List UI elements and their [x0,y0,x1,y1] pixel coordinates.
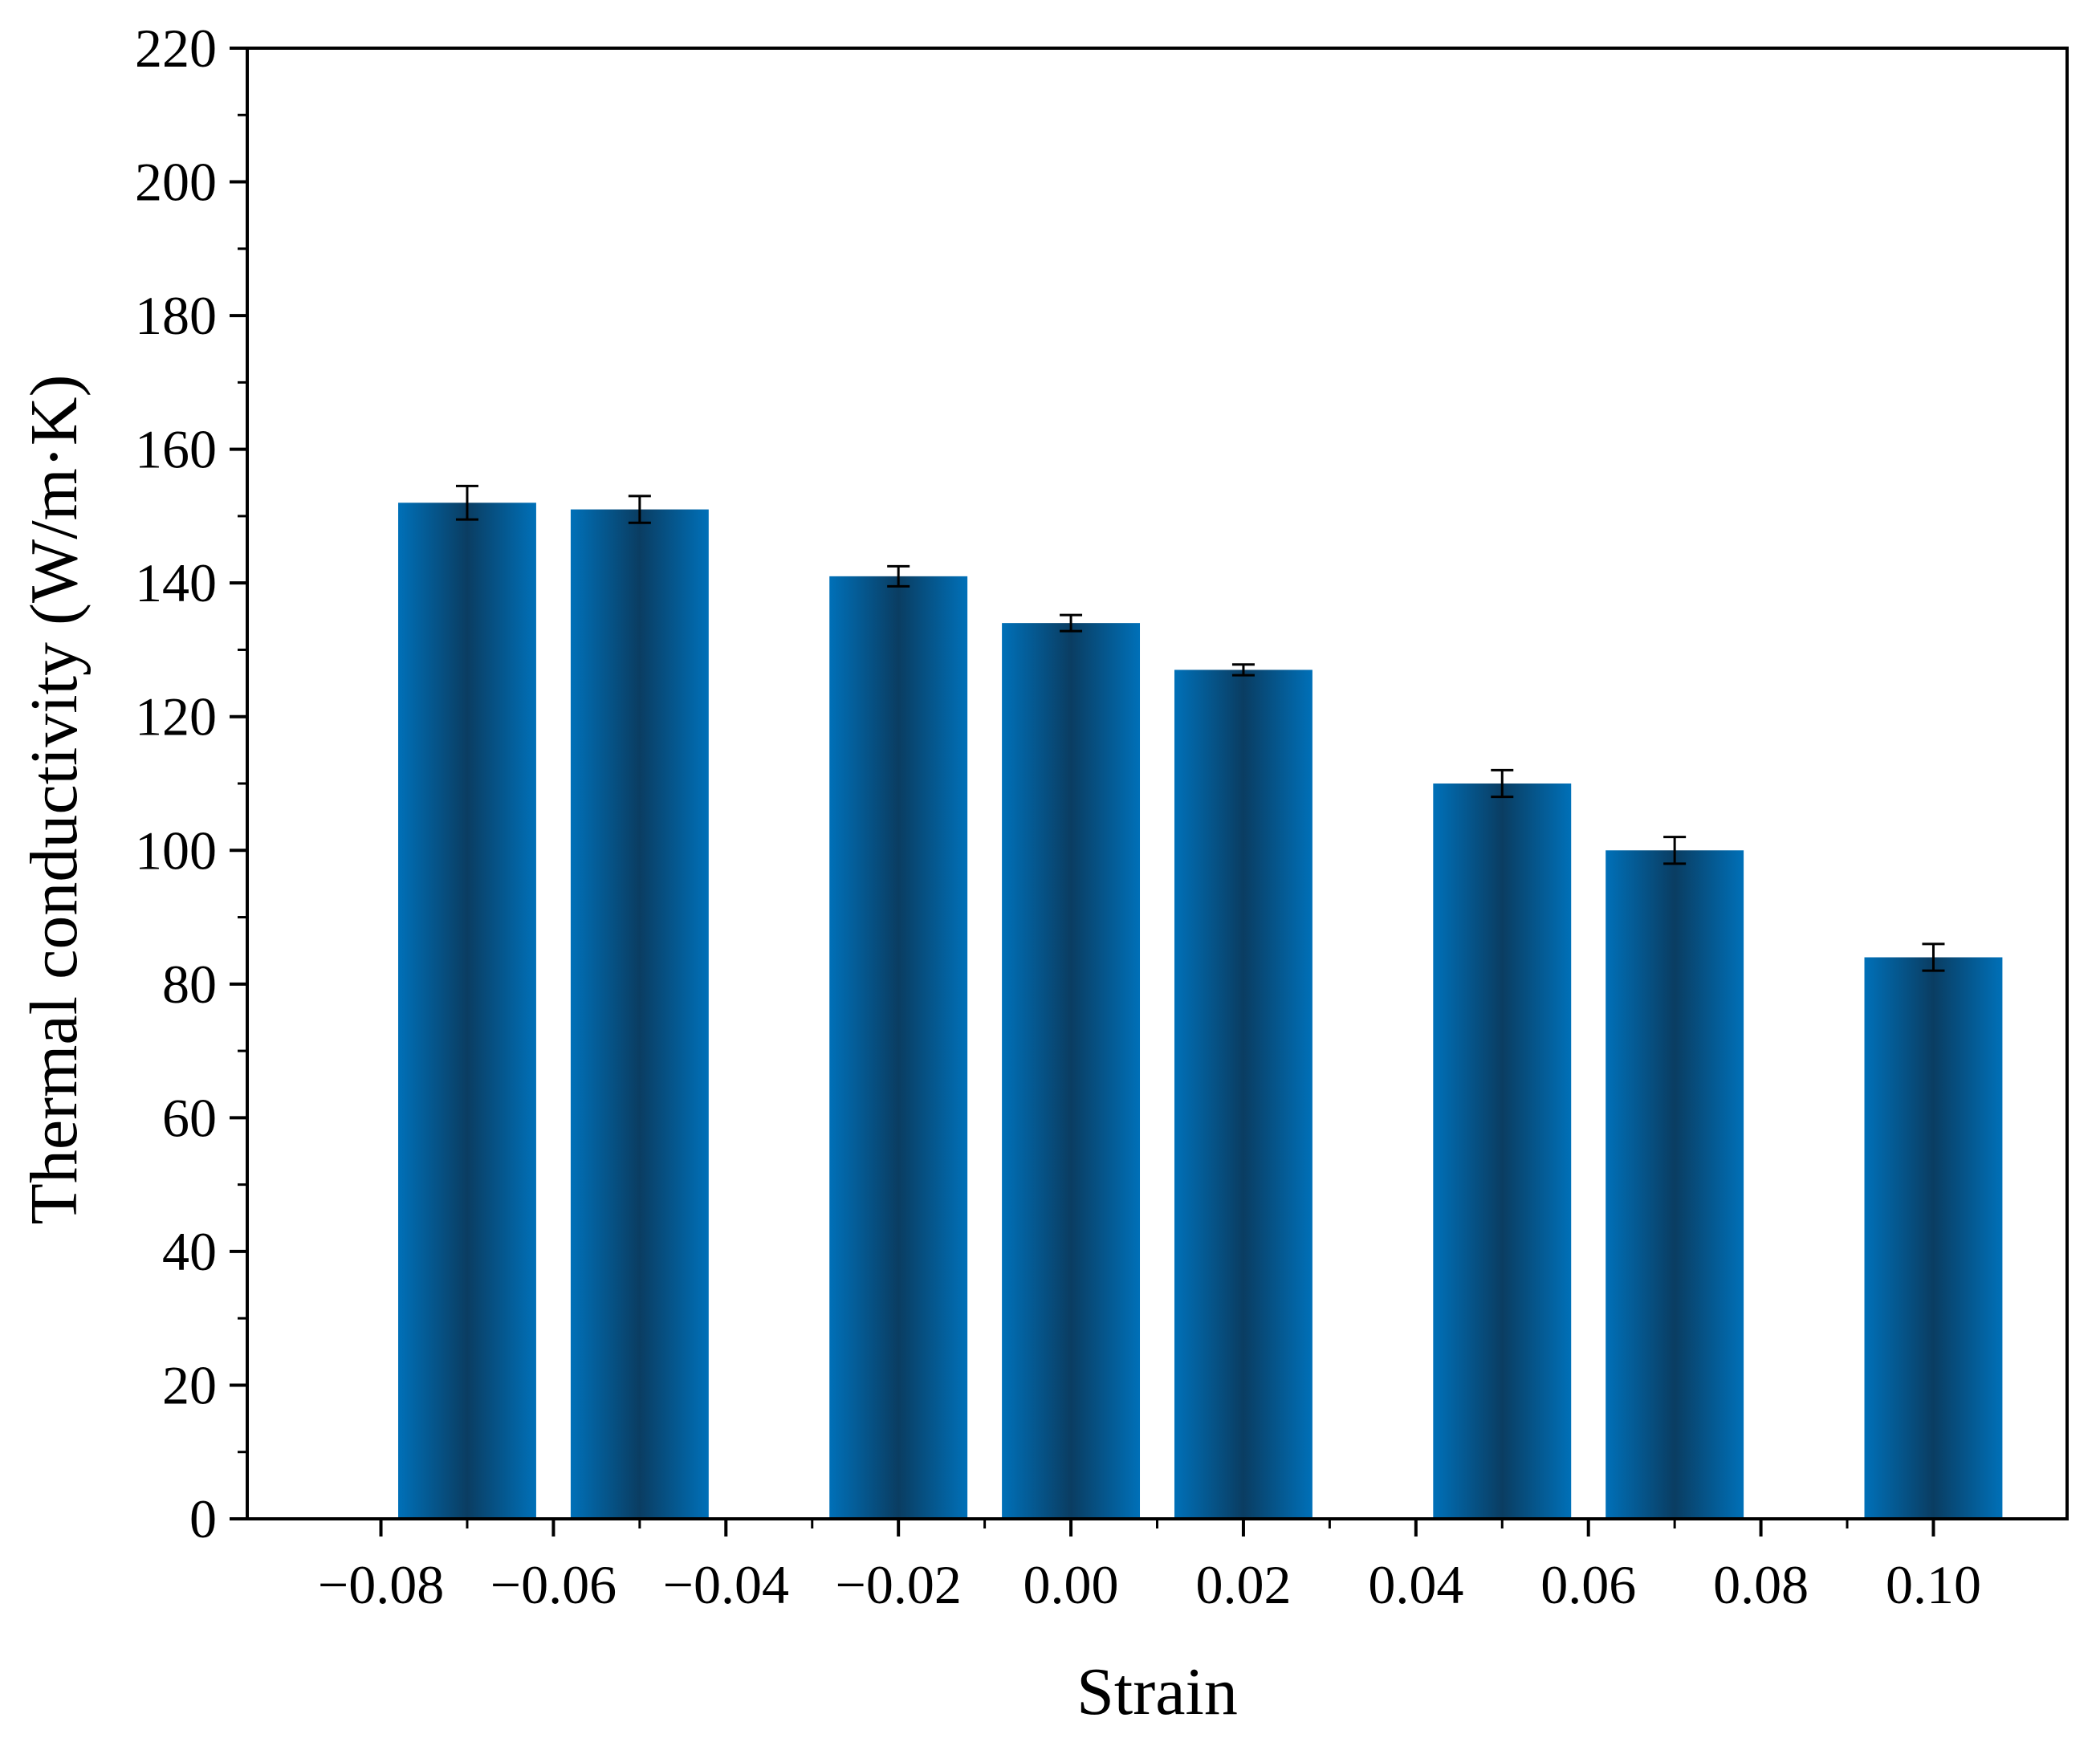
labels-layer: Strain Thermal conductivity (W/m·K) −0.0… [17,18,1981,1729]
y-axis-title: Thermal conductivity (W/m·K) [17,375,92,1225]
x-axis-title: Strain [1076,1655,1238,1729]
x-tick-label: 0.04 [1368,1554,1463,1615]
bars-layer [398,503,2003,1520]
y-tick-label: 220 [135,18,217,79]
x-tick-label: 0.00 [1024,1554,1119,1615]
y-tick-label: 20 [162,1354,217,1415]
error-bars-layer [455,484,1945,972]
x-tick-label: 0.06 [1540,1554,1636,1615]
y-tick-label: 160 [135,419,217,480]
bar [829,576,968,1520]
bar [1864,957,2003,1519]
x-tick-label: 0.02 [1195,1554,1291,1615]
y-tick-label: 200 [135,152,217,213]
y-tick-label: 140 [135,552,217,613]
y-tick-label: 40 [162,1221,217,1282]
bar [570,509,709,1520]
x-tick-label: −0.08 [318,1554,444,1615]
y-tick-label: 180 [135,285,217,346]
y-tick-label: 60 [162,1087,217,1148]
axes-layer [230,47,2069,1537]
bar [1433,784,1572,1519]
y-tick-label: 120 [135,686,217,747]
bar [1002,623,1141,1519]
y-tick-label: 100 [135,820,217,881]
x-tick-label: −0.02 [835,1554,961,1615]
x-tick-label: 0.08 [1713,1554,1809,1615]
bar [1606,850,1744,1519]
x-tick-label: −0.04 [663,1554,789,1615]
x-tick-label: −0.06 [490,1554,617,1615]
bar [1174,670,1312,1520]
y-tick-label: 0 [189,1488,217,1549]
bar [398,503,536,1519]
x-tick-label: 0.10 [1886,1554,1981,1615]
y-tick-label: 80 [162,954,217,1015]
